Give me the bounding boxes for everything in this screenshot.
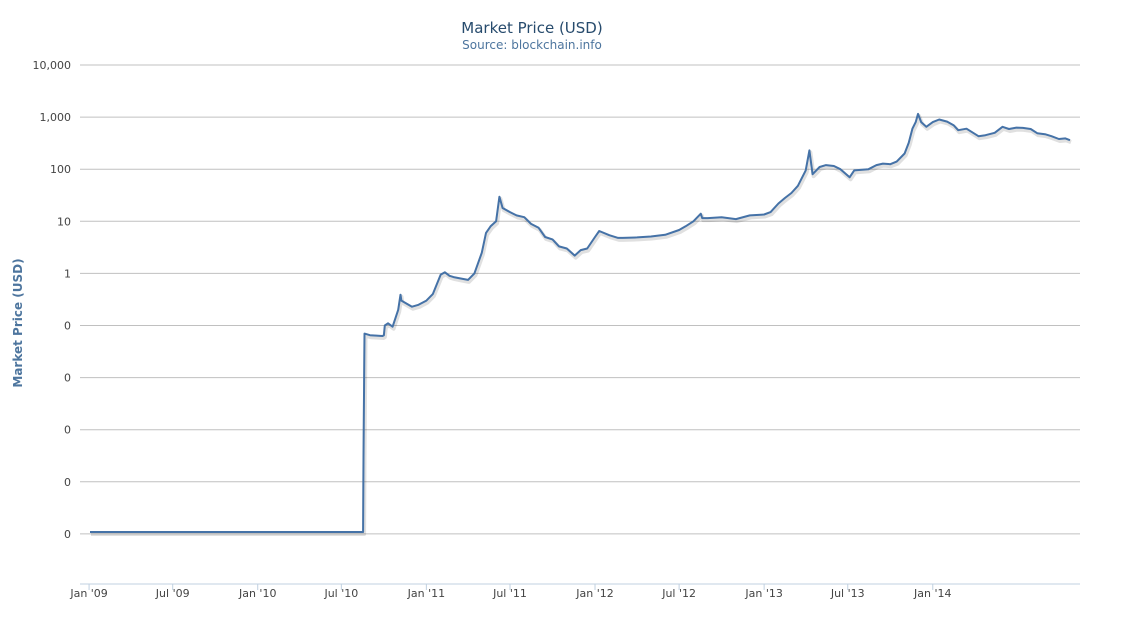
gridlines <box>80 64 1080 535</box>
y-tick-label: 10 <box>57 215 71 228</box>
y-tick-label: 0 <box>64 372 71 385</box>
x-tick-label: Jan '10 <box>238 587 276 600</box>
plot-area <box>90 112 1072 536</box>
x-tick-label: Jul '09 <box>155 587 190 600</box>
y-tick-label: 1 <box>64 267 71 280</box>
y-tick-label: 0 <box>64 528 71 541</box>
x-tick-label: Jan '12 <box>575 587 613 600</box>
y-tick-label: 0 <box>64 476 71 489</box>
y-tick-label: 10,000 <box>33 59 72 72</box>
x-axis: Jan '09 Jul '09 Jan '10 Jul '10 Jan '11 Jul '… <box>69 583 1080 600</box>
x-tick-label: Jan '14 <box>913 587 951 600</box>
x-tick-label: Jul '11 <box>492 587 527 600</box>
x-tick-label: Jul '12 <box>661 587 696 600</box>
y-tick-label: 100 <box>50 163 71 176</box>
y-tick-label: 0 <box>64 320 71 333</box>
chart-title: Market Price (USD) <box>461 19 602 37</box>
y-tick-label: 0 <box>64 424 71 437</box>
x-tick-label: Jul '13 <box>830 587 865 600</box>
chart-subtitle: Source: blockchain.info <box>462 38 602 52</box>
x-tick-label: Jul '10 <box>323 587 358 600</box>
series-shadow <box>91 113 1072 536</box>
x-tick-label: Jan '09 <box>69 587 107 600</box>
x-tick-label: Jan '11 <box>407 587 445 600</box>
y-tick-label: 1,000 <box>40 111 72 124</box>
series-line-market-price <box>90 112 1071 533</box>
y-axis-label: Market Price (USD) <box>11 258 25 387</box>
x-tick-label: Jan '13 <box>744 587 782 600</box>
